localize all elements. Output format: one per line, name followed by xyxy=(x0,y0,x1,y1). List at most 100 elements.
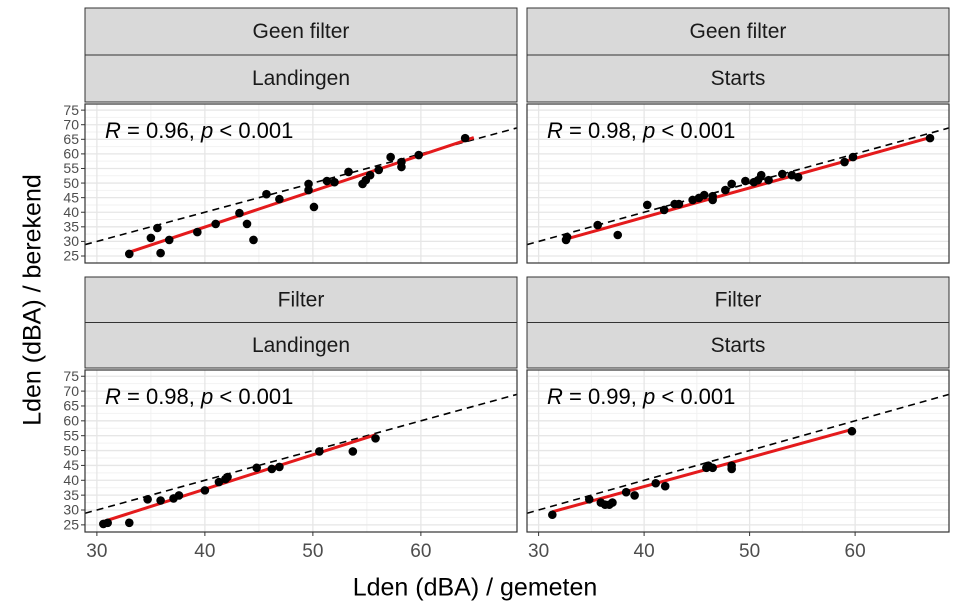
point xyxy=(242,219,252,229)
annotation-part: p xyxy=(642,384,655,409)
y-tick-label: 35 xyxy=(63,219,79,235)
panel-border xyxy=(526,103,950,264)
point xyxy=(174,491,184,500)
point xyxy=(348,447,358,456)
strip-label: Filter xyxy=(715,288,762,311)
point xyxy=(708,463,717,473)
y-tick-label: 55 xyxy=(63,160,79,176)
point xyxy=(304,179,313,189)
point xyxy=(275,462,284,472)
y-tick-label: 70 xyxy=(63,116,79,132)
fit-line xyxy=(551,428,853,514)
x-tick-label: 40 xyxy=(634,541,655,562)
point xyxy=(642,200,652,210)
point xyxy=(397,162,406,172)
y-tick-label: 45 xyxy=(63,457,79,473)
strip xyxy=(84,54,518,103)
point xyxy=(848,152,858,162)
point xyxy=(708,191,717,201)
strip-label: Landingen xyxy=(252,334,350,357)
point xyxy=(304,185,313,195)
point xyxy=(778,169,787,179)
point xyxy=(741,176,750,186)
y-tick-label: 75 xyxy=(63,368,79,384)
reference-line xyxy=(527,393,949,515)
point xyxy=(548,510,557,520)
y-tick-label: 30 xyxy=(63,502,79,518)
strip-label: Filter xyxy=(278,288,325,311)
y-axis-label: Lden (dBA) / berekend xyxy=(19,174,47,426)
y-tick-label: 60 xyxy=(63,413,79,429)
point xyxy=(193,227,202,237)
point xyxy=(840,157,849,167)
point xyxy=(275,194,284,204)
point xyxy=(146,233,156,243)
strip xyxy=(526,54,950,103)
point xyxy=(156,248,165,258)
point xyxy=(252,463,262,473)
point xyxy=(460,133,470,143)
annotation-part: p xyxy=(200,384,213,409)
annotation-part: = 0.98, xyxy=(563,118,643,143)
panel xyxy=(527,370,949,532)
y-tick-label: 45 xyxy=(63,189,79,205)
point xyxy=(262,189,271,199)
annotation: R = 0.99, p < 0.001 xyxy=(547,384,735,409)
y-tick-label: 70 xyxy=(63,383,79,399)
point xyxy=(200,486,210,495)
panel-border xyxy=(84,103,518,264)
point xyxy=(659,205,669,215)
y-tick-label: 25 xyxy=(63,248,79,264)
point xyxy=(727,179,736,189)
x-axis-label: Lden (dBA) / gemeten xyxy=(353,574,598,602)
annotation-part: p xyxy=(642,118,655,143)
point xyxy=(344,167,353,177)
point xyxy=(727,464,736,474)
point xyxy=(374,165,384,175)
point xyxy=(103,518,112,528)
point xyxy=(925,133,935,143)
annotation-part: R xyxy=(105,384,121,409)
point xyxy=(847,426,857,436)
strip-label: Starts xyxy=(711,334,766,357)
point xyxy=(365,170,375,180)
point xyxy=(386,152,395,162)
x-tick-label: 60 xyxy=(410,541,431,562)
point xyxy=(249,235,258,245)
y-tick-label: 75 xyxy=(63,102,79,118)
point xyxy=(223,472,232,482)
point xyxy=(562,232,572,242)
point xyxy=(322,176,332,186)
point xyxy=(630,491,639,500)
y-tick-label: 25 xyxy=(63,517,79,533)
fit-line xyxy=(565,136,931,241)
strip xyxy=(84,322,518,369)
point xyxy=(330,177,339,187)
annotation-part: R xyxy=(547,384,563,409)
point xyxy=(593,220,602,230)
point xyxy=(164,235,174,245)
annotation: R = 0.98, p < 0.001 xyxy=(105,384,293,409)
point xyxy=(621,487,631,497)
reference-line xyxy=(85,393,517,515)
point xyxy=(124,518,134,528)
annotation-part: = 0.99, xyxy=(563,384,643,409)
annotation-part: < 0.001 xyxy=(655,118,735,143)
point xyxy=(613,230,623,240)
point xyxy=(721,185,730,195)
panel-border xyxy=(526,369,950,533)
strip-label: Geen filter xyxy=(253,20,350,43)
annotation: R = 0.96, p < 0.001 xyxy=(105,118,293,143)
y-tick-label: 35 xyxy=(63,487,79,503)
point xyxy=(764,175,773,185)
panel xyxy=(527,104,949,263)
panel xyxy=(85,370,517,532)
point xyxy=(153,223,162,233)
point xyxy=(608,498,617,507)
point xyxy=(235,208,244,218)
point xyxy=(584,495,594,504)
annotation-part: = 0.96, xyxy=(121,118,201,143)
point xyxy=(309,202,319,212)
fit-line xyxy=(102,433,376,524)
annotation-part: p xyxy=(200,118,213,143)
